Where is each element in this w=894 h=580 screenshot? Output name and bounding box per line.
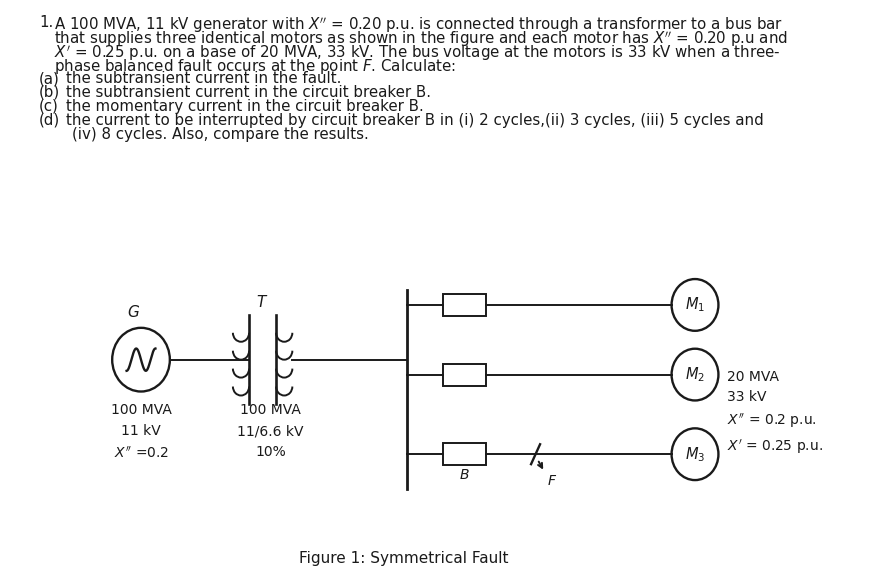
Text: $F$: $F$ xyxy=(547,474,558,488)
Text: 1.: 1. xyxy=(39,15,54,30)
Text: $M_1$: $M_1$ xyxy=(685,296,705,314)
Text: the subtransient current in the fault.: the subtransient current in the fault. xyxy=(66,71,342,86)
Text: the current to be interrupted by circuit breaker B in (i) 2 cycles,(ii) 3 cycles: the current to be interrupted by circuit… xyxy=(66,113,764,128)
Text: $T$: $T$ xyxy=(257,294,269,310)
Text: (a): (a) xyxy=(39,71,60,86)
Text: the subtransient current in the circuit breaker B.: the subtransient current in the circuit … xyxy=(66,85,431,100)
Text: Figure 1: Symmetrical Fault: Figure 1: Symmetrical Fault xyxy=(299,550,509,566)
Text: (c): (c) xyxy=(39,99,59,114)
Text: 100 MVA
11 kV
$X''$ =0.2: 100 MVA 11 kV $X''$ =0.2 xyxy=(111,404,172,461)
Text: $M_2$: $M_2$ xyxy=(685,365,705,384)
Text: (d): (d) xyxy=(39,113,61,128)
Text: (b): (b) xyxy=(39,85,61,100)
Text: 100 MVA
11/6.6 kV
10%: 100 MVA 11/6.6 kV 10% xyxy=(238,404,304,459)
Bar xyxy=(443,294,486,316)
Text: phase balanced fault occurs at the point $F$. Calculate:: phase balanced fault occurs at the point… xyxy=(54,57,455,76)
Text: that supplies three identical motors as shown in the figure and each motor has $: that supplies three identical motors as … xyxy=(54,29,788,49)
Bar xyxy=(443,364,486,386)
Bar xyxy=(443,443,486,465)
Text: (iv) 8 cycles. Also, compare the results.: (iv) 8 cycles. Also, compare the results… xyxy=(72,127,368,142)
Text: the momentary current in the circuit breaker B.: the momentary current in the circuit bre… xyxy=(66,99,424,114)
Text: $G$: $G$ xyxy=(127,304,140,320)
Text: A 100 MVA, 11 kV generator with $X''$ = 0.20 p.u. is connected through a transfo: A 100 MVA, 11 kV generator with $X''$ = … xyxy=(54,15,783,35)
Text: $B$: $B$ xyxy=(459,468,469,482)
Text: 20 MVA
33 kV
$X''$ = 0.2 p.u.
$X'$ = 0.25 p.u.: 20 MVA 33 kV $X''$ = 0.2 p.u. $X'$ = 0.2… xyxy=(728,369,823,456)
Text: $X'$ = 0.25 p.u. on a base of 20 MVA, 33 kV. The bus voltage at the motors is 33: $X'$ = 0.25 p.u. on a base of 20 MVA, 33… xyxy=(54,43,780,63)
Text: $M_3$: $M_3$ xyxy=(685,445,705,463)
